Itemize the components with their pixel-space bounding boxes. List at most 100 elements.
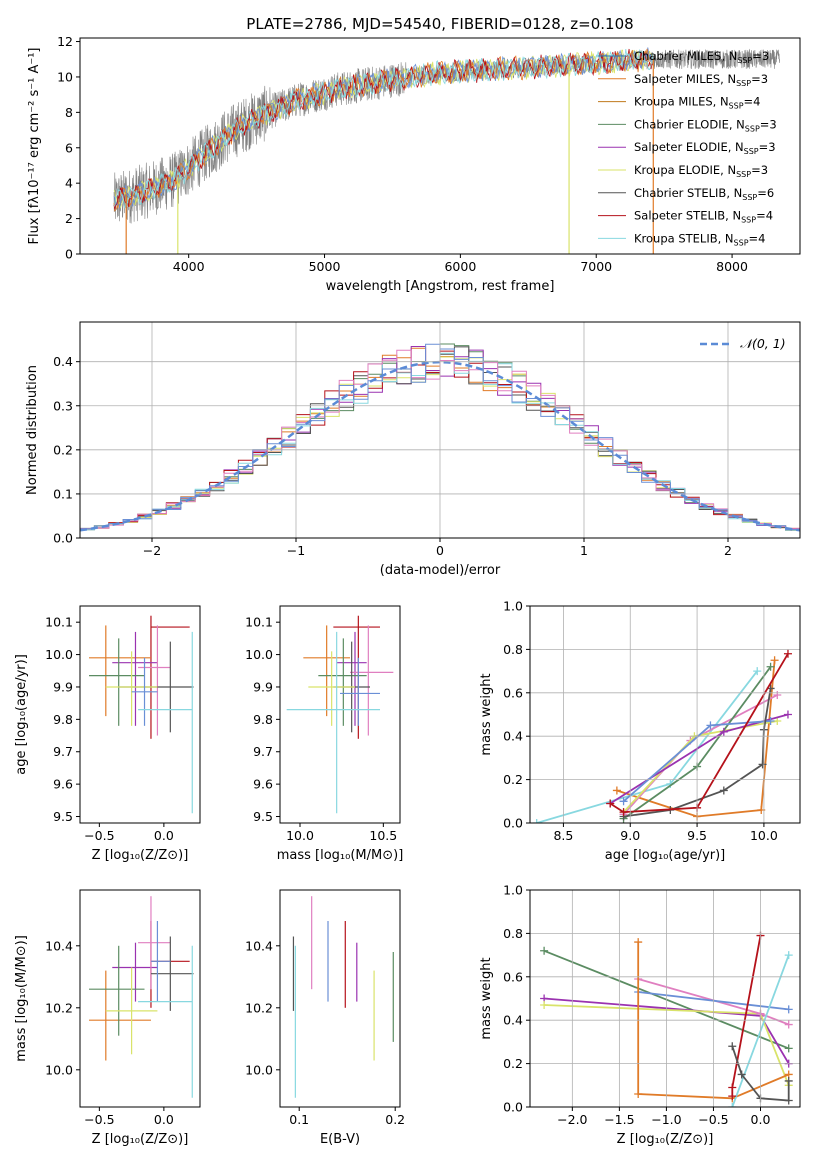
- y-tick-label: 9.8: [53, 712, 73, 727]
- x-tick-label: 0.2: [385, 1112, 405, 1127]
- mass-weight-marker: [619, 808, 628, 817]
- mass-weight-marker: [634, 1089, 643, 1098]
- y-tick-label: 0.0: [503, 816, 523, 831]
- y-tick-label: 10.1: [245, 615, 273, 630]
- y-tick-label: 10.0: [45, 647, 73, 662]
- panel-mass-weight-vs-Z: −2.0 −1.5 −1.0 −0.5 0.0 0.0 0.2 0.4 0.6 0.8 1.0 Z […: [479, 883, 801, 1147]
- mass-weight-marker: [728, 1092, 737, 1101]
- plot-area: [89, 615, 194, 814]
- mass-weight-marker: [728, 1103, 737, 1107]
- mass-weight-line: [623, 688, 772, 818]
- mass-weight-marker: [728, 1042, 737, 1051]
- x-tick-label: 10.0: [750, 828, 778, 843]
- legend-entry: Salpeter ELODIE, NSSP=3: [634, 140, 776, 156]
- x-tick-label: 10.0: [286, 828, 314, 843]
- y-axis-label: mass weight: [479, 957, 494, 1039]
- y-tick-label: 0.4: [503, 1013, 523, 1028]
- errorbar-point: [150, 921, 171, 1002]
- y-tick-label: 0: [65, 247, 73, 262]
- y-tick-label: 1.0: [503, 883, 523, 898]
- plot-area: [113, 47, 780, 254]
- model-spectrum: [113, 48, 654, 212]
- mass-weight-marker: [619, 797, 628, 806]
- x-tick-label: 8.5: [553, 828, 573, 843]
- errorbar-point: [138, 896, 171, 990]
- mass-weight-marker: [758, 760, 767, 769]
- y-axis-label: Flux [fλ10⁻¹⁷ erg cm⁻² s⁻¹ A⁻¹]: [27, 48, 42, 245]
- y-tick-label: 10.2: [45, 1000, 73, 1015]
- errorbar-point: [89, 638, 145, 726]
- x-tick-label: 10.5: [369, 828, 397, 843]
- errorbar-point: [333, 615, 380, 739]
- x-tick-label: 8000: [716, 259, 748, 274]
- y-tick-label: 0.4: [53, 354, 73, 369]
- mass-weight-marker: [773, 690, 782, 699]
- x-axis-label: Z [log₁₀(Z/Z⊙)]: [617, 1132, 714, 1147]
- errorbar-point: [131, 657, 158, 726]
- y-tick-label: 9.5: [253, 809, 273, 824]
- panel-mass-vs-Z: −0.5 0.0 10.0 10.2 10.4 Z [log₁₀(Z/Z⊙)] mass […: [14, 889, 201, 1147]
- y-tick-label: 9.8: [253, 712, 273, 727]
- y-tick-label: 6: [65, 140, 73, 155]
- plot-area: [286, 615, 394, 814]
- x-tick-label: 2: [724, 543, 732, 558]
- y-tick-label: 0.8: [503, 642, 523, 657]
- errorbar-point: [112, 942, 158, 1002]
- errorbar-point: [286, 631, 380, 814]
- x-tick-label: 0.0: [751, 1112, 771, 1127]
- errorbar-point: [350, 625, 394, 736]
- axes-frame: [79, 37, 801, 255]
- errorbar-point: [138, 945, 193, 1098]
- model-spectrum: [113, 48, 653, 210]
- x-tick-label: −0.5: [698, 1112, 728, 1127]
- x-tick-label: −0.5: [84, 1112, 114, 1127]
- y-tick-label: 9.6: [53, 777, 73, 792]
- errorbar-point: [308, 651, 355, 726]
- legend-entry: Chabrier MILES, NSSP=3: [634, 49, 769, 65]
- mass-weight-marker: [784, 1005, 793, 1014]
- mass-weight-marker: [783, 649, 792, 658]
- x-axis-label: age [log₁₀(age/yr)]: [605, 848, 726, 863]
- mass-weight-marker: [719, 786, 728, 795]
- errorbar-point: [89, 625, 151, 717]
- y-tick-label: 9.5: [53, 809, 73, 824]
- errorbar-point: [89, 970, 151, 1061]
- y-tick-label: 9.9: [253, 679, 273, 694]
- legend-entry: Salpeter MILES, NSSP=3: [634, 72, 768, 88]
- plot-area: [292, 896, 394, 1098]
- axes-frame: [79, 889, 201, 1108]
- y-tick-label: 0.0: [503, 1100, 523, 1115]
- mass-weight-marker: [540, 1001, 549, 1010]
- legend-entry: Kroupa ELODIE, NSSP=3: [634, 163, 768, 179]
- mass-weight-marker: [532, 819, 541, 823]
- x-tick-label: −0.5: [84, 828, 114, 843]
- axes-frame: [279, 605, 401, 824]
- mass-weight-marker: [706, 721, 715, 730]
- mass-weight-marker: [784, 1044, 793, 1053]
- panel-age-vs-Z: −0.5 0.0 9.5 9.6 9.7 9.8 9.9 10.0 10.1 Z [log₁₀(Z…: [14, 605, 201, 863]
- y-tick-label: 0.3: [53, 398, 73, 413]
- x-axis-label: (data-model)/error: [380, 563, 501, 578]
- y-tick-label: 0.6: [503, 969, 523, 984]
- mass-weight-marker: [766, 662, 775, 671]
- x-tick-label: 4000: [173, 259, 205, 274]
- mass-weight-marker: [783, 710, 792, 719]
- x-tick-label: −2.0: [557, 1112, 587, 1127]
- legend-entry: Chabrier STELIB, NSSP=6: [634, 186, 774, 202]
- spectrum-legend: Chabrier MILES, NSSP=3 Salpeter MILES, NS…: [598, 49, 777, 247]
- y-tick-label: 0.8: [503, 926, 523, 941]
- errorbar-point: [138, 625, 171, 736]
- errorbar-point: [340, 657, 380, 726]
- mass-weight-marker: [770, 656, 779, 665]
- y-tick-label: 0.2: [503, 1056, 523, 1071]
- x-axis-label: Z [log₁₀(Z/Z⊙)]: [92, 848, 189, 863]
- x-tick-label: 5000: [309, 259, 341, 274]
- mass-weight-marker: [612, 786, 621, 795]
- model-spectrum: [113, 48, 654, 210]
- y-tick-label: 9.6: [253, 777, 273, 792]
- legend-entry: Kroupa STELIB, NSSP=4: [634, 231, 765, 247]
- y-tick-label: 0.0: [53, 531, 73, 546]
- mass-weight-line: [609, 653, 789, 814]
- y-tick-label: 9.9: [53, 679, 73, 694]
